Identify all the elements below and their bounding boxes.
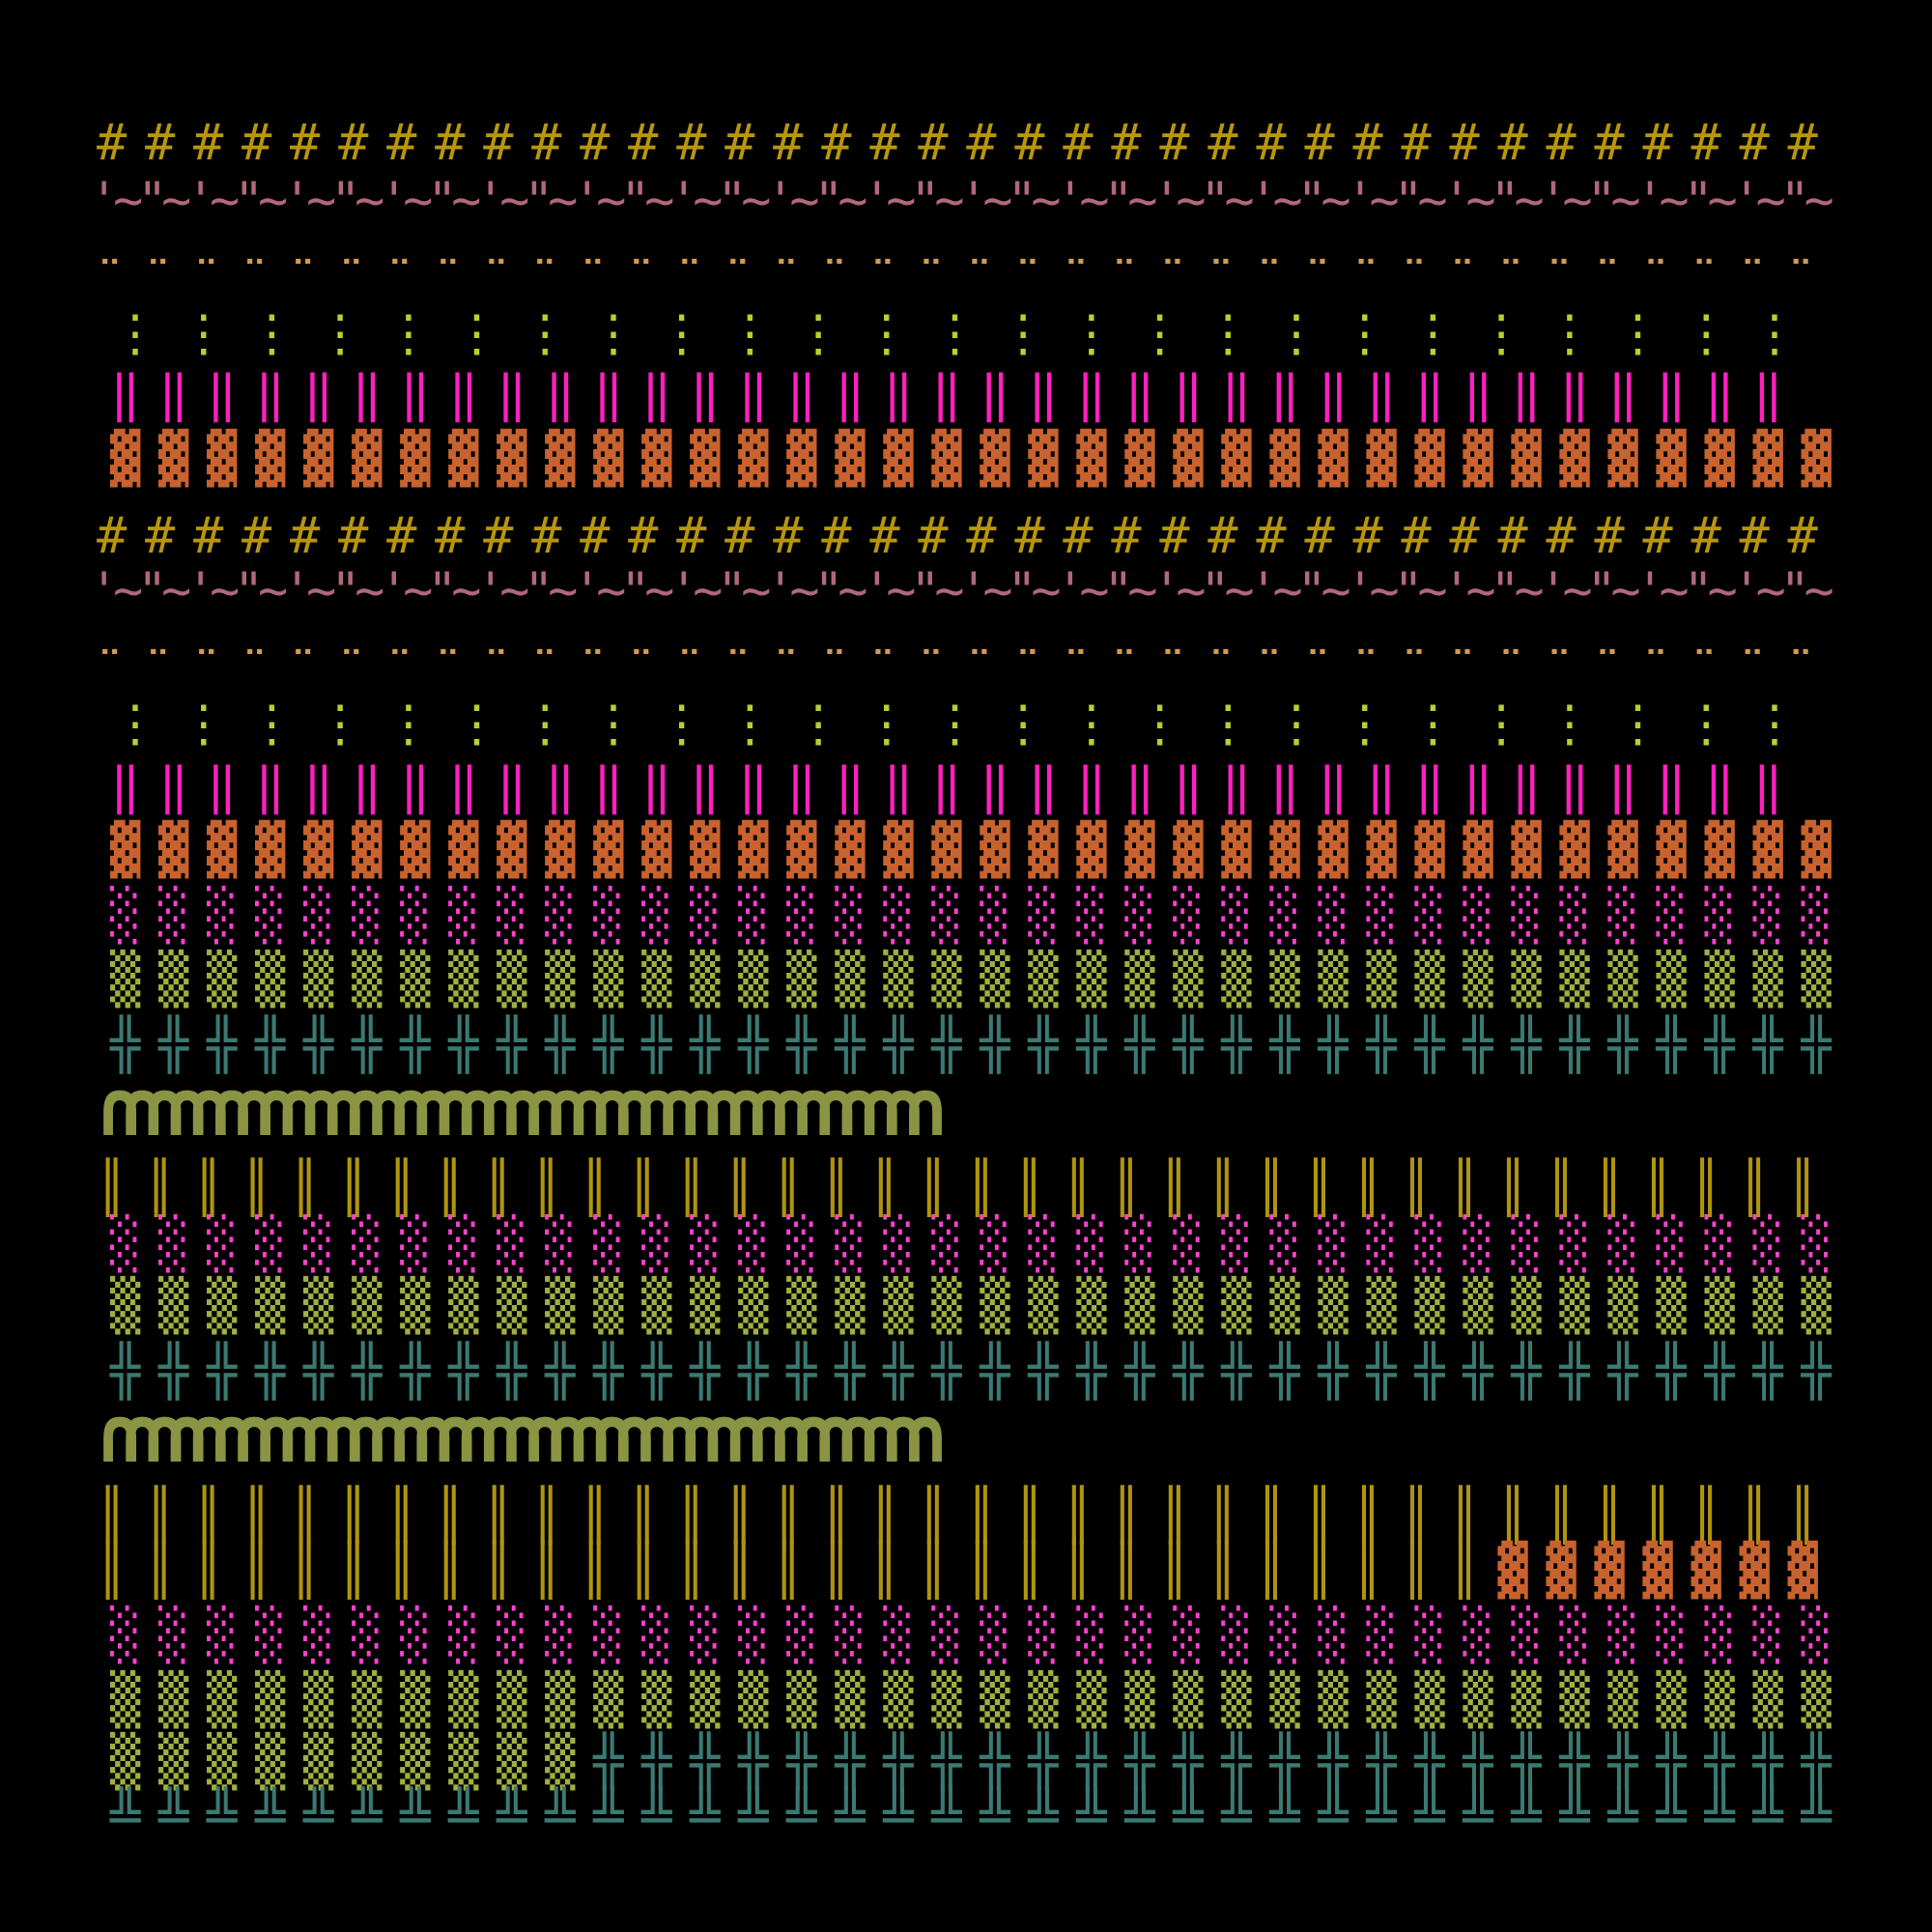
glyph-segment: ▓ ▓ ▓ ▓ ▓ ▓ ▓ ▓ ▓ ▓ ▓ ▓ ▓ ▓ ▓ ▓ ▓ ▓ ▓ ▓ … bbox=[110, 821, 1835, 879]
glyph-segment: ║ ║ ║ ║ ║ ║ ║ ║ ║ ║ ║ ║ ║ ║ ║ ║ ║ ║ ║ ║ … bbox=[97, 1487, 1835, 1545]
wave-row: '~"~'~"~'~"~'~"~'~"~'~"~'~"~'~"~'~"~'~"~… bbox=[97, 562, 1834, 620]
glyph-segment: '~"~'~"~'~"~'~"~'~"~'~"~'~"~'~"~'~"~'~"~… bbox=[97, 172, 1834, 230]
glyph-segment: ¨ ¨ ¨ ¨ ¨ ¨ ¨ ¨ ¨ ¨ ¨ ¨ ¨ ¨ ¨ ¨ ¨ ¨ ¨ ¨ … bbox=[97, 251, 1834, 309]
glyph-segment: ║ ║ ║ ║ ║ ║ ║ ║ ║ ║ ║ ║ ║ ║ ║ ║ ║ ║ ║ ║ … bbox=[97, 1159, 1835, 1217]
glyph-segment: ╩ ╩ ╩ ╩ ╩ ╩ ╩ ╩ ╩ ╩ ╩ ╩ ╩ ╩ ╩ ╩ ╩ ╩ ╩ ╩ … bbox=[110, 1788, 1835, 1846]
glyph-segment: # # # # # # # # # # # # # # # # # # # # … bbox=[97, 114, 1835, 172]
mixed-vertical-shade-row: ║ ║ ║ ║ ║ ║ ║ ║ ║ ║ ║ ║ ║ ║ ║ ║ ║ ║ ║ ║ … bbox=[97, 1546, 1835, 1596]
medium-shade-row: ▒ ▒ ▒ ▒ ▒ ▒ ▒ ▒ ▒ ▒ ▒ ▒ ▒ ▒ ▒ ▒ ▒ ▒ ▒ ▒ … bbox=[110, 1281, 1835, 1331]
diaeresis-row: ¨ ¨ ¨ ¨ ¨ ¨ ¨ ¨ ¨ ¨ ¨ ¨ ¨ ¨ ¨ ¨ ¨ ¨ ¨ ¨ … bbox=[97, 645, 1833, 696]
glyph-segment: ▓ ▓ ▓ ▓ ▓ ▓ ▓ ▓ ▓ ▓ ▓ ▓ ▓ ▓ ▓ ▓ ▓ ▓ ▓ ▓ … bbox=[110, 430, 1835, 488]
glyph-segment: '~"~'~"~'~"~'~"~'~"~'~"~'~"~'~"~'~"~'~"~… bbox=[97, 562, 1834, 620]
glyph-segment: ▒ ▒ ▒ ▒ ▒ ▒ ▒ ▒ ▒ ▒ ▒ ▒ ▒ ▒ ▒ ▒ ▒ ▒ ▒ ▒ … bbox=[110, 1671, 1835, 1729]
dark-shade-row: ▓ ▓ ▓ ▓ ▓ ▓ ▓ ▓ ▓ ▓ ▓ ▓ ▓ ▓ ▓ ▓ ▓ ▓ ▓ ▓ … bbox=[110, 434, 1835, 484]
medium-shade-row: ▒ ▒ ▒ ▒ ▒ ▒ ▒ ▒ ▒ ▒ ▒ ▒ ▒ ▒ ▒ ▒ ▒ ▒ ▒ ▒ … bbox=[110, 1675, 1835, 1725]
wave-row: '~"~'~"~'~"~'~"~'~"~'~"~'~"~'~"~'~"~'~"~… bbox=[97, 172, 1834, 230]
mixed-shade-cross-row: ▒ ▒ ▒ ▒ ▒ ▒ ▒ ▒ ▒ ▒ ╬ ╬ ╬ ╬ ╬ ╬ ╬ ╬ ╬ ╬ … bbox=[110, 1737, 1835, 1787]
glyph-segment: ∩∩∩∩∩∩∩∩∩∩∩∩∩∩∩∩∩∩∩∩∩∩∩∩∩∩∩∩∩∩∩∩∩∩∩∩∩ bbox=[97, 1390, 949, 1480]
glyph-segment: ▒ ▒ ▒ ▒ ▒ ▒ ▒ ▒ ▒ ▒ ▒ ▒ ▒ ▒ ▒ ▒ ▒ ▒ ▒ ▒ … bbox=[110, 951, 1835, 1009]
hash-row: # # # # # # # # # # # # # # # # # # # # … bbox=[97, 118, 1835, 168]
double-vertical-row: ║ ║ ║ ║ ║ ║ ║ ║ ║ ║ ║ ║ ║ ║ ║ ║ ║ ║ ║ ║ … bbox=[97, 1491, 1835, 1541]
glyph-segment: ⋮ ⋮ ⋮ ⋮ ⋮ ⋮ ⋮ ⋮ ⋮ ⋮ ⋮ ⋮ ⋮ ⋮ ⋮ ⋮ ⋮ ⋮ ⋮ ⋮ … bbox=[110, 696, 1835, 753]
glyph-segment: # # # # # # # # # # # # # # # # # # # # … bbox=[97, 507, 1835, 565]
double-up-horizontal-row: ╩ ╩ ╩ ╩ ╩ ╩ ╩ ╩ ╩ ╩ ╩ ╩ ╩ ╩ ╩ ╩ ╩ ╩ ╩ ╩ … bbox=[110, 1792, 1835, 1842]
hash-row: # # # # # # # # # # # # # # # # # # # # … bbox=[97, 511, 1835, 561]
glyph-segment: ‖ ‖ ‖ ‖ ‖ ‖ ‖ ‖ ‖ ‖ ‖ ‖ ‖ ‖ ‖ ‖ ‖ ‖ ‖ ‖ … bbox=[110, 365, 1802, 423]
double-cross-row: ╬ ╬ ╬ ╬ ╬ ╬ ╬ ╬ ╬ ╬ ╬ ╬ ╬ ╬ ╬ ╬ ╬ ╬ ╬ ╬ … bbox=[110, 1347, 1835, 1397]
vertical-ellipsis-row: ⋮ ⋮ ⋮ ⋮ ⋮ ⋮ ⋮ ⋮ ⋮ ⋮ ⋮ ⋮ ⋮ ⋮ ⋮ ⋮ ⋮ ⋮ ⋮ ⋮ … bbox=[110, 699, 1835, 750]
glyph-segment: ░ ░ ░ ░ ░ ░ ░ ░ ░ ░ ░ ░ ░ ░ ░ ░ ░ ░ ░ ░ … bbox=[110, 1606, 1835, 1664]
glyph-segment: ╬ ╬ ╬ ╬ ╬ ╬ ╬ ╬ ╬ ╬ ╬ ╬ ╬ ╬ ╬ ╬ ╬ ╬ ╬ ╬ … bbox=[593, 1733, 1835, 1791]
light-shade-row: ░ ░ ░ ░ ░ ░ ░ ░ ░ ░ ░ ░ ░ ░ ░ ░ ░ ░ ░ ░ … bbox=[110, 1219, 1835, 1269]
arch-row: ∩∩∩∩∩∩∩∩∩∩∩∩∩∩∩∩∩∩∩∩∩∩∩∩∩∩∩∩∩∩∩∩∩∩∩∩∩ bbox=[97, 1064, 949, 1153]
dark-shade-row: ▓ ▓ ▓ ▓ ▓ ▓ ▓ ▓ ▓ ▓ ▓ ▓ ▓ ▓ ▓ ▓ ▓ ▓ ▓ ▓ … bbox=[110, 825, 1835, 875]
glyph-segment: ║ ║ ║ ║ ║ ║ ║ ║ ║ ║ ║ ║ ║ ║ ║ ║ ║ ║ ║ ║ … bbox=[97, 1542, 1498, 1600]
glyph-segment: ╬ ╬ ╬ ╬ ╬ ╬ ╬ ╬ ╬ ╬ ╬ ╬ ╬ ╬ ╬ ╬ ╬ ╬ ╬ ╬ … bbox=[110, 1016, 1835, 1074]
vertical-ellipsis-row: ⋮ ⋮ ⋮ ⋮ ⋮ ⋮ ⋮ ⋮ ⋮ ⋮ ⋮ ⋮ ⋮ ⋮ ⋮ ⋮ ⋮ ⋮ ⋮ ⋮ … bbox=[110, 309, 1835, 359]
double-bar-row: ‖ ‖ ‖ ‖ ‖ ‖ ‖ ‖ ‖ ‖ ‖ ‖ ‖ ‖ ‖ ‖ ‖ ‖ ‖ ‖ … bbox=[110, 761, 1801, 811]
ascii-art-grid: # # # # # # # # # # # # # # # # # # # # … bbox=[97, 0, 1835, 1932]
diaeresis-row: ¨ ¨ ¨ ¨ ¨ ¨ ¨ ¨ ¨ ¨ ¨ ¨ ¨ ¨ ¨ ¨ ¨ ¨ ¨ ¨ … bbox=[97, 255, 1833, 305]
glyph-segment: ¨ ¨ ¨ ¨ ¨ ¨ ¨ ¨ ¨ ¨ ¨ ¨ ¨ ¨ ¨ ¨ ¨ ¨ ¨ ¨ … bbox=[97, 641, 1834, 699]
glyph-segment: ▒ ▒ ▒ ▒ ▒ ▒ ▒ ▒ ▒ ▒ ▒ ▒ ▒ ▒ ▒ ▒ ▒ ▒ ▒ ▒ … bbox=[110, 1277, 1835, 1335]
glyph-segment: ░ ░ ░ ░ ░ ░ ░ ░ ░ ░ ░ ░ ░ ░ ░ ░ ░ ░ ░ ░ … bbox=[110, 1215, 1835, 1273]
medium-shade-row: ▒ ▒ ▒ ▒ ▒ ▒ ▒ ▒ ▒ ▒ ▒ ▒ ▒ ▒ ▒ ▒ ▒ ▒ ▒ ▒ … bbox=[110, 954, 1835, 1005]
arch-row: ∩∩∩∩∩∩∩∩∩∩∩∩∩∩∩∩∩∩∩∩∩∩∩∩∩∩∩∩∩∩∩∩∩∩∩∩∩ bbox=[97, 1390, 949, 1480]
double-cross-row: ╬ ╬ ╬ ╬ ╬ ╬ ╬ ╬ ╬ ╬ ╬ ╬ ╬ ╬ ╬ ╬ ╬ ╬ ╬ ╬ … bbox=[110, 1020, 1835, 1070]
double-vertical-row: ║ ║ ║ ║ ║ ║ ║ ║ ║ ║ ║ ║ ║ ║ ║ ║ ║ ║ ║ ║ … bbox=[97, 1163, 1835, 1213]
glyph-segment: ░ ░ ░ ░ ░ ░ ░ ░ ░ ░ ░ ░ ░ ░ ░ ░ ░ ░ ░ ░ … bbox=[110, 887, 1835, 945]
glyph-segment: ▒ ▒ ▒ ▒ ▒ ▒ ▒ ▒ ▒ ▒ bbox=[110, 1733, 594, 1791]
glyph-segment: ∩∩∩∩∩∩∩∩∩∩∩∩∩∩∩∩∩∩∩∩∩∩∩∩∩∩∩∩∩∩∩∩∩∩∩∩∩ bbox=[97, 1064, 949, 1153]
double-bar-row: ‖ ‖ ‖ ‖ ‖ ‖ ‖ ‖ ‖ ‖ ‖ ‖ ‖ ‖ ‖ ‖ ‖ ‖ ‖ ‖ … bbox=[110, 369, 1801, 419]
light-shade-row: ░ ░ ░ ░ ░ ░ ░ ░ ░ ░ ░ ░ ░ ░ ░ ░ ░ ░ ░ ░ … bbox=[110, 891, 1835, 941]
light-shade-row: ░ ░ ░ ░ ░ ░ ░ ░ ░ ░ ░ ░ ░ ░ ░ ░ ░ ░ ░ ░ … bbox=[110, 1610, 1835, 1661]
glyph-segment: ⋮ ⋮ ⋮ ⋮ ⋮ ⋮ ⋮ ⋮ ⋮ ⋮ ⋮ ⋮ ⋮ ⋮ ⋮ ⋮ ⋮ ⋮ ⋮ ⋮ … bbox=[110, 305, 1835, 363]
glyph-segment: ▓ ▓ ▓ ▓ ▓ ▓ ▓ ▓ bbox=[1497, 1542, 1817, 1600]
glyph-segment: ‖ ‖ ‖ ‖ ‖ ‖ ‖ ‖ ‖ ‖ ‖ ‖ ‖ ‖ ‖ ‖ ‖ ‖ ‖ ‖ … bbox=[110, 757, 1802, 815]
glyph-segment: ╬ ╬ ╬ ╬ ╬ ╬ ╬ ╬ ╬ ╬ ╬ ╬ ╬ ╬ ╬ ╬ ╬ ╬ ╬ ╬ … bbox=[110, 1343, 1835, 1401]
